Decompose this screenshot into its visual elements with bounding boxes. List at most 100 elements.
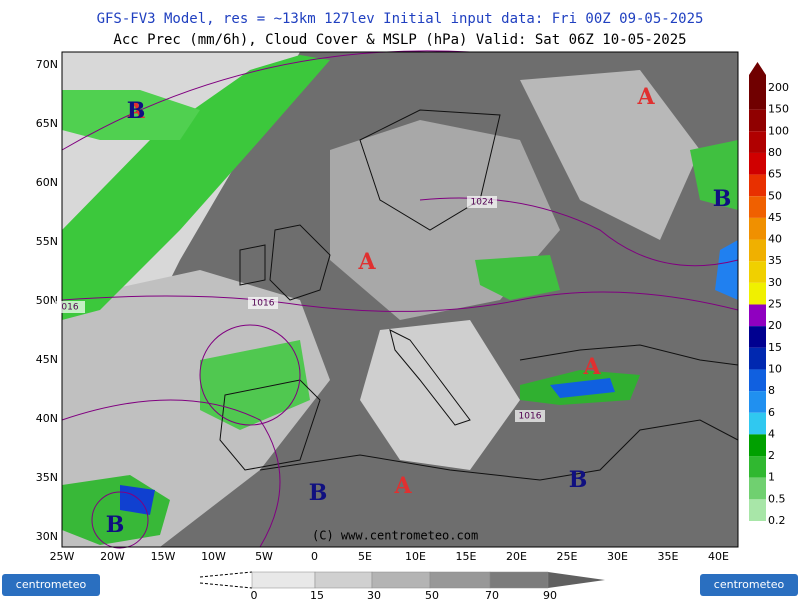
- title: GFS-FV3 Model, res = ~13km 127lev Initia…: [97, 11, 704, 27]
- subtitle: Acc Prec (mm/6h), Cloud Cover & MSLP (hP…: [113, 32, 686, 48]
- scale-label: 30: [768, 276, 782, 289]
- lon-label: 5W: [255, 550, 273, 563]
- scale-label: 0.5: [768, 492, 786, 505]
- lat-label: 30N: [36, 530, 58, 543]
- scale-swatch: [749, 477, 766, 500]
- scale-swatch: [749, 434, 766, 457]
- scale-swatch: [749, 499, 766, 521]
- pressure-center: B: [309, 480, 328, 506]
- map: [61, 50, 739, 549]
- cloud-label: 30: [367, 589, 381, 600]
- scale-arrow: [199, 571, 253, 589]
- isobar-label-bg: [515, 410, 545, 422]
- lon-label: 0: [311, 550, 318, 563]
- scale-swatch: [749, 239, 766, 262]
- scale-label: 150: [768, 103, 789, 116]
- lon-label: 40E: [708, 550, 729, 563]
- scale-label: 8: [768, 384, 775, 397]
- cloud-label: 0: [251, 589, 258, 600]
- lon-label: 20E: [506, 550, 527, 563]
- lat-label: 40N: [36, 412, 58, 425]
- scale-label: 6: [768, 406, 775, 419]
- scale-swatch: [749, 109, 766, 132]
- precip-core: [550, 378, 615, 398]
- cloud-swatch: [371, 571, 431, 589]
- precip-band: [62, 55, 330, 320]
- lon-label: 20W: [100, 550, 125, 563]
- logo: [2, 574, 798, 596]
- scale-swatch: [749, 369, 766, 392]
- lon-label: 10E: [405, 550, 426, 563]
- scale-label: 0.2: [768, 514, 786, 527]
- scale-swatch: [749, 261, 766, 283]
- precip-area: [690, 140, 738, 210]
- scale-label: 2: [768, 449, 775, 462]
- cloud-swatch: [429, 571, 491, 589]
- lon-label: 15E: [456, 550, 477, 563]
- scale-swatch: [749, 326, 766, 348]
- pressure-center: A: [636, 84, 655, 110]
- precip-area: [475, 255, 560, 300]
- lat-label: 65N: [36, 117, 58, 130]
- lon-label: 5E: [358, 550, 372, 563]
- scale-label: 45: [768, 211, 782, 224]
- scale-swatch: [749, 196, 766, 218]
- cloud-swatch: [251, 571, 316, 589]
- scale-label: 15: [768, 341, 782, 354]
- scale-label: 10: [768, 362, 782, 375]
- scale-label: 40: [768, 233, 782, 246]
- scale-arrow: [749, 62, 766, 75]
- scale-swatch: [749, 456, 766, 478]
- precip-area: [62, 90, 200, 140]
- pressure-center: A: [393, 473, 412, 499]
- cloud-swatch: [489, 571, 549, 589]
- scale-swatch: [749, 412, 766, 435]
- isobar-label: 1016: [252, 299, 275, 309]
- scale-swatch: [749, 152, 766, 175]
- lon-label: 30E: [607, 550, 628, 563]
- scale-label: 100: [768, 124, 789, 137]
- pressure-center: A: [357, 249, 376, 275]
- scale-label: 200: [768, 81, 789, 94]
- lon-label: 35E: [658, 550, 679, 563]
- lat-label: 45N: [36, 353, 58, 366]
- lon-label: 15W: [151, 550, 176, 563]
- lat-label: 60N: [36, 176, 58, 189]
- pressure-center: B: [569, 467, 588, 493]
- logo-text: centrometeo: [16, 578, 87, 591]
- pressure-center: B: [713, 186, 732, 212]
- lon-label: 25W: [50, 550, 75, 563]
- copyright: (C) www.centrometeo.com: [312, 529, 478, 543]
- lat-label: 50N: [36, 294, 58, 307]
- scale-label: 4: [768, 427, 775, 440]
- logo-text: centrometeo: [714, 578, 785, 591]
- scale-label: 65: [768, 168, 782, 181]
- lat-label: 70N: [36, 58, 58, 71]
- scale-swatch: [749, 75, 766, 110]
- scale-label: 50: [768, 189, 782, 202]
- isobar-label: 1016: [519, 412, 542, 422]
- scale-arrow: [548, 572, 605, 588]
- cloud-area: [360, 320, 520, 470]
- scale-swatch: [749, 282, 766, 305]
- cloud-swatch: [314, 571, 373, 589]
- isobar-label-bg: [55, 301, 85, 313]
- scale-label: 20: [768, 319, 782, 332]
- logo-badge: [700, 574, 798, 596]
- pressure-center: A: [582, 354, 601, 380]
- isobar-label-bg: [248, 297, 278, 309]
- pressure-center: A: [126, 98, 145, 124]
- lat-label: 55N: [36, 235, 58, 248]
- cloud-area: [520, 70, 700, 240]
- scale-label: 1: [768, 471, 775, 484]
- scale-label: 80: [768, 146, 782, 159]
- scale-label: 25: [768, 298, 782, 311]
- scale-swatch: [749, 131, 766, 153]
- scale-swatch: [749, 174, 766, 197]
- isobars: [61, 50, 739, 549]
- precip-core: [120, 485, 155, 515]
- scale-swatch: [749, 347, 766, 370]
- pressure-center: B: [127, 98, 146, 124]
- isobar-label-bg: [467, 196, 497, 208]
